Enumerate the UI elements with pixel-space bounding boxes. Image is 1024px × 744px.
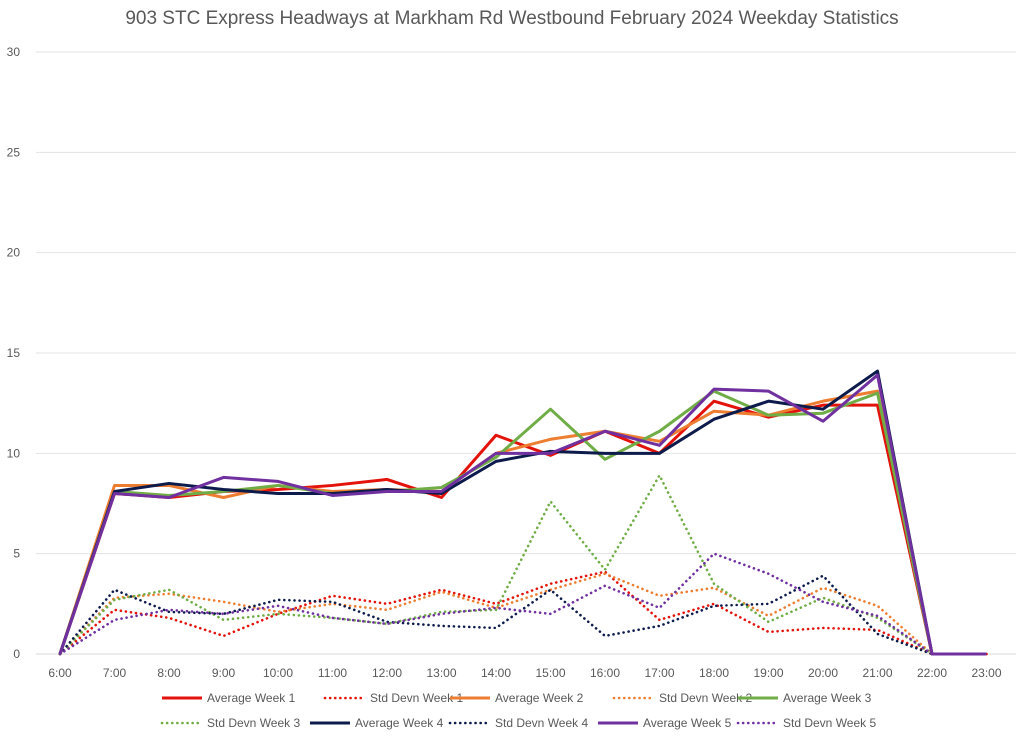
legend-item: Std Devn Week 1 <box>323 691 463 705</box>
y-tick-label: 20 <box>7 246 21 260</box>
y-tick-label: 30 <box>7 45 21 59</box>
x-tick-label: 18:00 <box>699 666 729 680</box>
legend-label: Std Devn Week 1 <box>370 691 463 705</box>
legend-label: Average Week 1 <box>207 691 296 705</box>
series-line-std-devn-week-3 <box>58 474 988 656</box>
y-tick-label: 25 <box>7 145 21 159</box>
x-tick-label: 17:00 <box>644 666 674 680</box>
legend-item: Average Week 1 <box>162 691 296 705</box>
series-line-average-week-1 <box>58 399 987 656</box>
chart-title: 903 STC Express Headways at Markham Rd W… <box>125 8 899 29</box>
x-tick-label: 9:00 <box>212 666 236 680</box>
legend-label: Average Week 5 <box>643 716 732 730</box>
series-line-average-week-3 <box>58 389 987 656</box>
x-tick-label: 6:00 <box>48 666 72 680</box>
legend-label: Std Devn Week 5 <box>783 716 876 730</box>
legend: Average Week 1 Std Devn Week 1 Average Wee… <box>160 691 876 730</box>
legend-label: Average Week 4 <box>355 716 444 730</box>
legend-label: Std Devn Week 2 <box>659 691 752 705</box>
legend-label: Std Devn Week 3 <box>207 716 300 730</box>
legend-label: Average Week 2 <box>495 691 584 705</box>
y-tick-label: 15 <box>7 346 21 360</box>
legend-item: Average Week 2 <box>450 691 584 705</box>
y-axis: 0 5 10 15 20 25 30 <box>7 45 21 661</box>
x-tick-label: 10:00 <box>263 666 293 680</box>
series-line-std-devn-week-4 <box>58 574 988 656</box>
x-tick-label: 16:00 <box>590 666 620 680</box>
series-line-std-devn-week-1 <box>58 570 988 656</box>
legend-item: Std Devn Week 4 <box>448 716 588 730</box>
x-tick-label: 7:00 <box>103 666 127 680</box>
legend-item: Average Week 3 <box>738 691 872 705</box>
legend-item: Average Week 5 <box>598 716 732 730</box>
x-tick-label: 12:00 <box>372 666 402 680</box>
series-line-std-devn-week-5 <box>58 552 988 656</box>
series-line-average-week-4 <box>58 369 987 656</box>
series-line-average-week-5 <box>58 373 987 656</box>
x-tick-label: 14:00 <box>481 666 511 680</box>
y-tick-label: 10 <box>7 446 21 460</box>
series-line-average-week-2 <box>58 389 987 656</box>
series-line-std-devn-week-2 <box>58 572 988 656</box>
x-tick-label: 20:00 <box>808 666 838 680</box>
legend-item: Std Devn Week 5 <box>736 716 876 730</box>
y-tick-label: 0 <box>13 647 20 661</box>
x-tick-label: 8:00 <box>157 666 181 680</box>
x-tick-label: 15:00 <box>535 666 565 680</box>
x-tick-label: 19:00 <box>753 666 783 680</box>
y-tick-label: 5 <box>13 547 20 561</box>
x-tick-label: 23:00 <box>971 666 1001 680</box>
x-tick-label: 22:00 <box>917 666 947 680</box>
legend-item: Std Devn Week 2 <box>612 691 752 705</box>
legend-label: Average Week 3 <box>783 691 872 705</box>
series-lines <box>58 369 988 656</box>
x-tick-label: 11:00 <box>318 666 347 680</box>
x-tick-label: 21:00 <box>862 666 892 680</box>
legend-item: Std Devn Week 3 <box>160 716 300 730</box>
x-axis: 6:00 7:00 8:00 9:00 10:00 11:00 12:00 13:00 14:0… <box>48 666 1002 680</box>
x-tick-label: 13:00 <box>426 666 456 680</box>
legend-label: Std Devn Week 4 <box>495 716 588 730</box>
legend-item: Average Week 4 <box>310 716 444 730</box>
gridlines <box>36 51 1016 655</box>
